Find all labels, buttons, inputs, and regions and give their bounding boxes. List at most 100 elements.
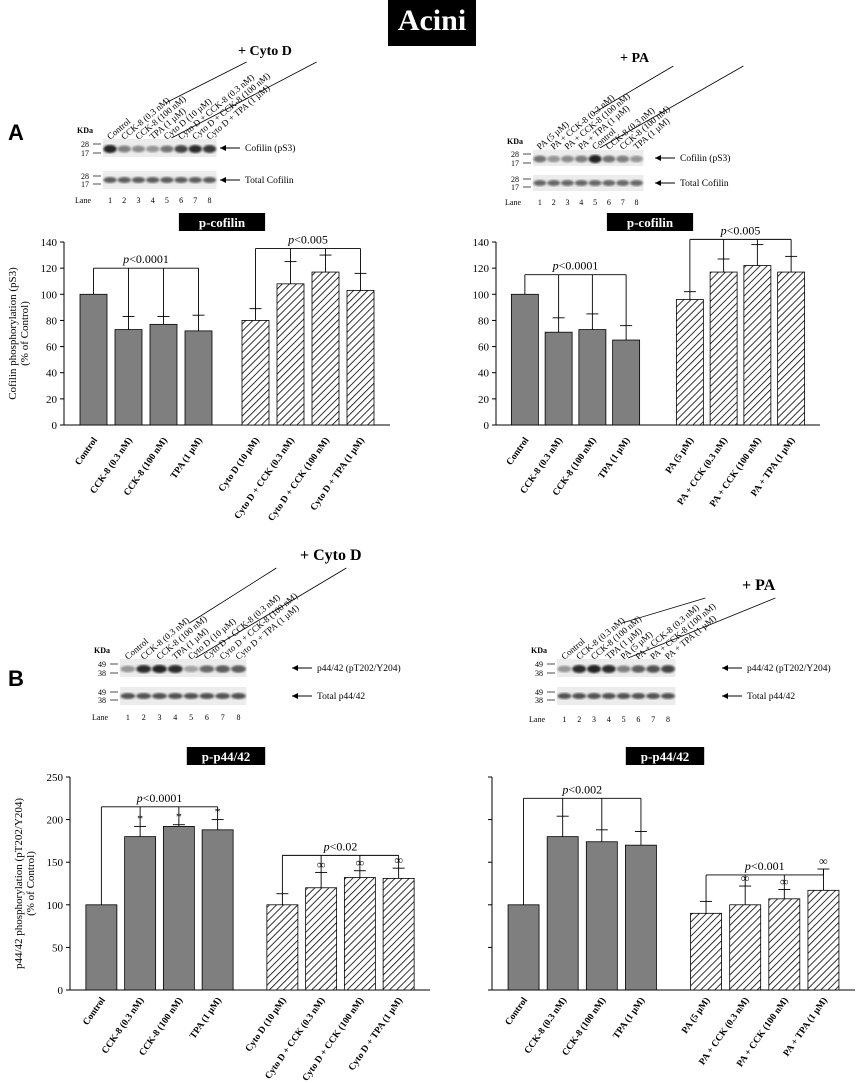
band-phospho bbox=[174, 145, 188, 153]
band-total bbox=[547, 180, 561, 186]
band-phospho bbox=[601, 664, 616, 674]
blot-header: + Cyto D bbox=[238, 44, 292, 59]
mw-marker: 28 bbox=[511, 150, 519, 159]
category-label: TPA (1 µM) bbox=[596, 435, 633, 481]
band-label-total: Total p44/42 bbox=[747, 692, 795, 702]
blot-header: + Cyto D bbox=[300, 547, 362, 564]
y-axis-label: p44/42 phosphorylation (pT202/Y204) bbox=[13, 798, 25, 969]
band-phospho bbox=[616, 665, 631, 673]
mw-marker: 17 bbox=[511, 159, 519, 168]
band-phospho bbox=[533, 155, 547, 163]
band-total bbox=[152, 693, 167, 699]
lane-number: 3 bbox=[566, 198, 570, 207]
lane-number: 8 bbox=[666, 715, 670, 724]
bar bbox=[266, 904, 299, 991]
mw-marker: 38 bbox=[535, 696, 543, 705]
mw-marker: 28 bbox=[511, 175, 519, 184]
chart-title: p-cofilin bbox=[627, 215, 674, 230]
band-phospho bbox=[646, 665, 661, 673]
band-phospho bbox=[587, 664, 601, 674]
p-value-label: p<0.0001 bbox=[552, 259, 599, 273]
lane-number: 5 bbox=[593, 198, 597, 207]
figure-title-box bbox=[388, 0, 476, 46]
band-phospho bbox=[131, 145, 146, 153]
band-label-total: Total Cofilin bbox=[245, 175, 294, 186]
band-phospho bbox=[631, 665, 646, 673]
blot-membrane bbox=[557, 659, 676, 677]
mw-marker: 38 bbox=[98, 696, 106, 705]
mw-marker: 38 bbox=[98, 669, 106, 678]
lane-number: 7 bbox=[651, 715, 655, 724]
bar bbox=[578, 329, 607, 426]
header-divider-line bbox=[189, 567, 277, 624]
band-total bbox=[188, 177, 202, 183]
band-total bbox=[231, 693, 246, 699]
bar bbox=[124, 836, 157, 991]
mw-marker: 28 bbox=[81, 172, 89, 181]
arrow-head bbox=[722, 665, 728, 671]
lane-number: 2 bbox=[122, 196, 126, 205]
lane-label: Lane bbox=[505, 198, 521, 207]
band-total bbox=[174, 177, 188, 183]
chart-title: p-p44/42 bbox=[641, 749, 689, 764]
lane-number: 4 bbox=[579, 198, 583, 207]
band-phospho bbox=[103, 144, 117, 154]
category-label: CCK-8 (0.3 nM) bbox=[522, 995, 569, 1056]
chart-title-box bbox=[625, 747, 705, 765]
panel-label-b: B bbox=[8, 666, 24, 691]
band-total bbox=[588, 180, 602, 186]
category-label: Cyto D + CCK (100 nM) bbox=[266, 435, 332, 523]
band-total bbox=[587, 693, 601, 699]
blot-membrane bbox=[103, 139, 217, 157]
category-label: TPA (1 µM) bbox=[611, 995, 648, 1041]
panel-label-a: A bbox=[8, 120, 24, 145]
figure-title: Acini bbox=[397, 4, 467, 37]
y-tick-label: 140 bbox=[41, 237, 58, 249]
band-total bbox=[574, 180, 588, 186]
chart-title-box bbox=[186, 747, 266, 765]
band-phospho bbox=[602, 155, 616, 163]
band-total bbox=[561, 180, 574, 186]
lane-number: 8 bbox=[635, 198, 639, 207]
bar bbox=[346, 289, 375, 426]
mw-marker: 17 bbox=[511, 183, 519, 192]
bar bbox=[612, 339, 641, 426]
category-label: TPA (1 µM) bbox=[168, 435, 205, 481]
band-label-phospho: p44/42 (pT202/Y204) bbox=[317, 663, 401, 674]
band-phospho bbox=[547, 155, 561, 163]
band-total bbox=[131, 177, 146, 183]
lane-number: 6 bbox=[607, 198, 611, 207]
mw-marker: 49 bbox=[535, 660, 543, 669]
header-divider-line bbox=[171, 61, 317, 139]
band-phospho bbox=[152, 664, 167, 674]
band-total bbox=[199, 693, 215, 699]
band-total bbox=[120, 693, 136, 699]
chart-title-box bbox=[606, 213, 694, 231]
bar bbox=[382, 877, 415, 991]
band-total bbox=[202, 177, 217, 183]
band-label-total: Total p44/42 bbox=[317, 692, 365, 702]
band-total bbox=[167, 693, 183, 699]
band-total bbox=[631, 693, 646, 699]
y-tick-label: 250 bbox=[47, 772, 64, 784]
bar bbox=[114, 329, 143, 426]
blot-membrane bbox=[120, 659, 247, 677]
bar-chart-1: p-cofilin 0 20 40 60 80 100 120 140 Cofilin phosp… bbox=[7, 213, 390, 523]
arrow-head bbox=[722, 693, 728, 699]
y-axis-label: (% of Control) bbox=[19, 301, 31, 366]
y-tick-label: 120 bbox=[41, 263, 58, 275]
bar bbox=[546, 836, 579, 991]
category-label: Cyto D + CCK (0.3 nM) bbox=[232, 435, 297, 521]
mw-marker: 49 bbox=[98, 688, 106, 697]
kda-label: KDa bbox=[77, 126, 93, 135]
category-label: CCK-8 (0.3 nM) bbox=[100, 995, 147, 1056]
lane-number: 3 bbox=[137, 196, 141, 205]
category-label: PA (5 µM) bbox=[680, 995, 713, 1035]
band-total bbox=[103, 177, 117, 183]
y-tick-label: 40 bbox=[478, 368, 490, 380]
lane-label: Lane bbox=[92, 713, 108, 722]
lane-number: 1 bbox=[108, 196, 112, 205]
